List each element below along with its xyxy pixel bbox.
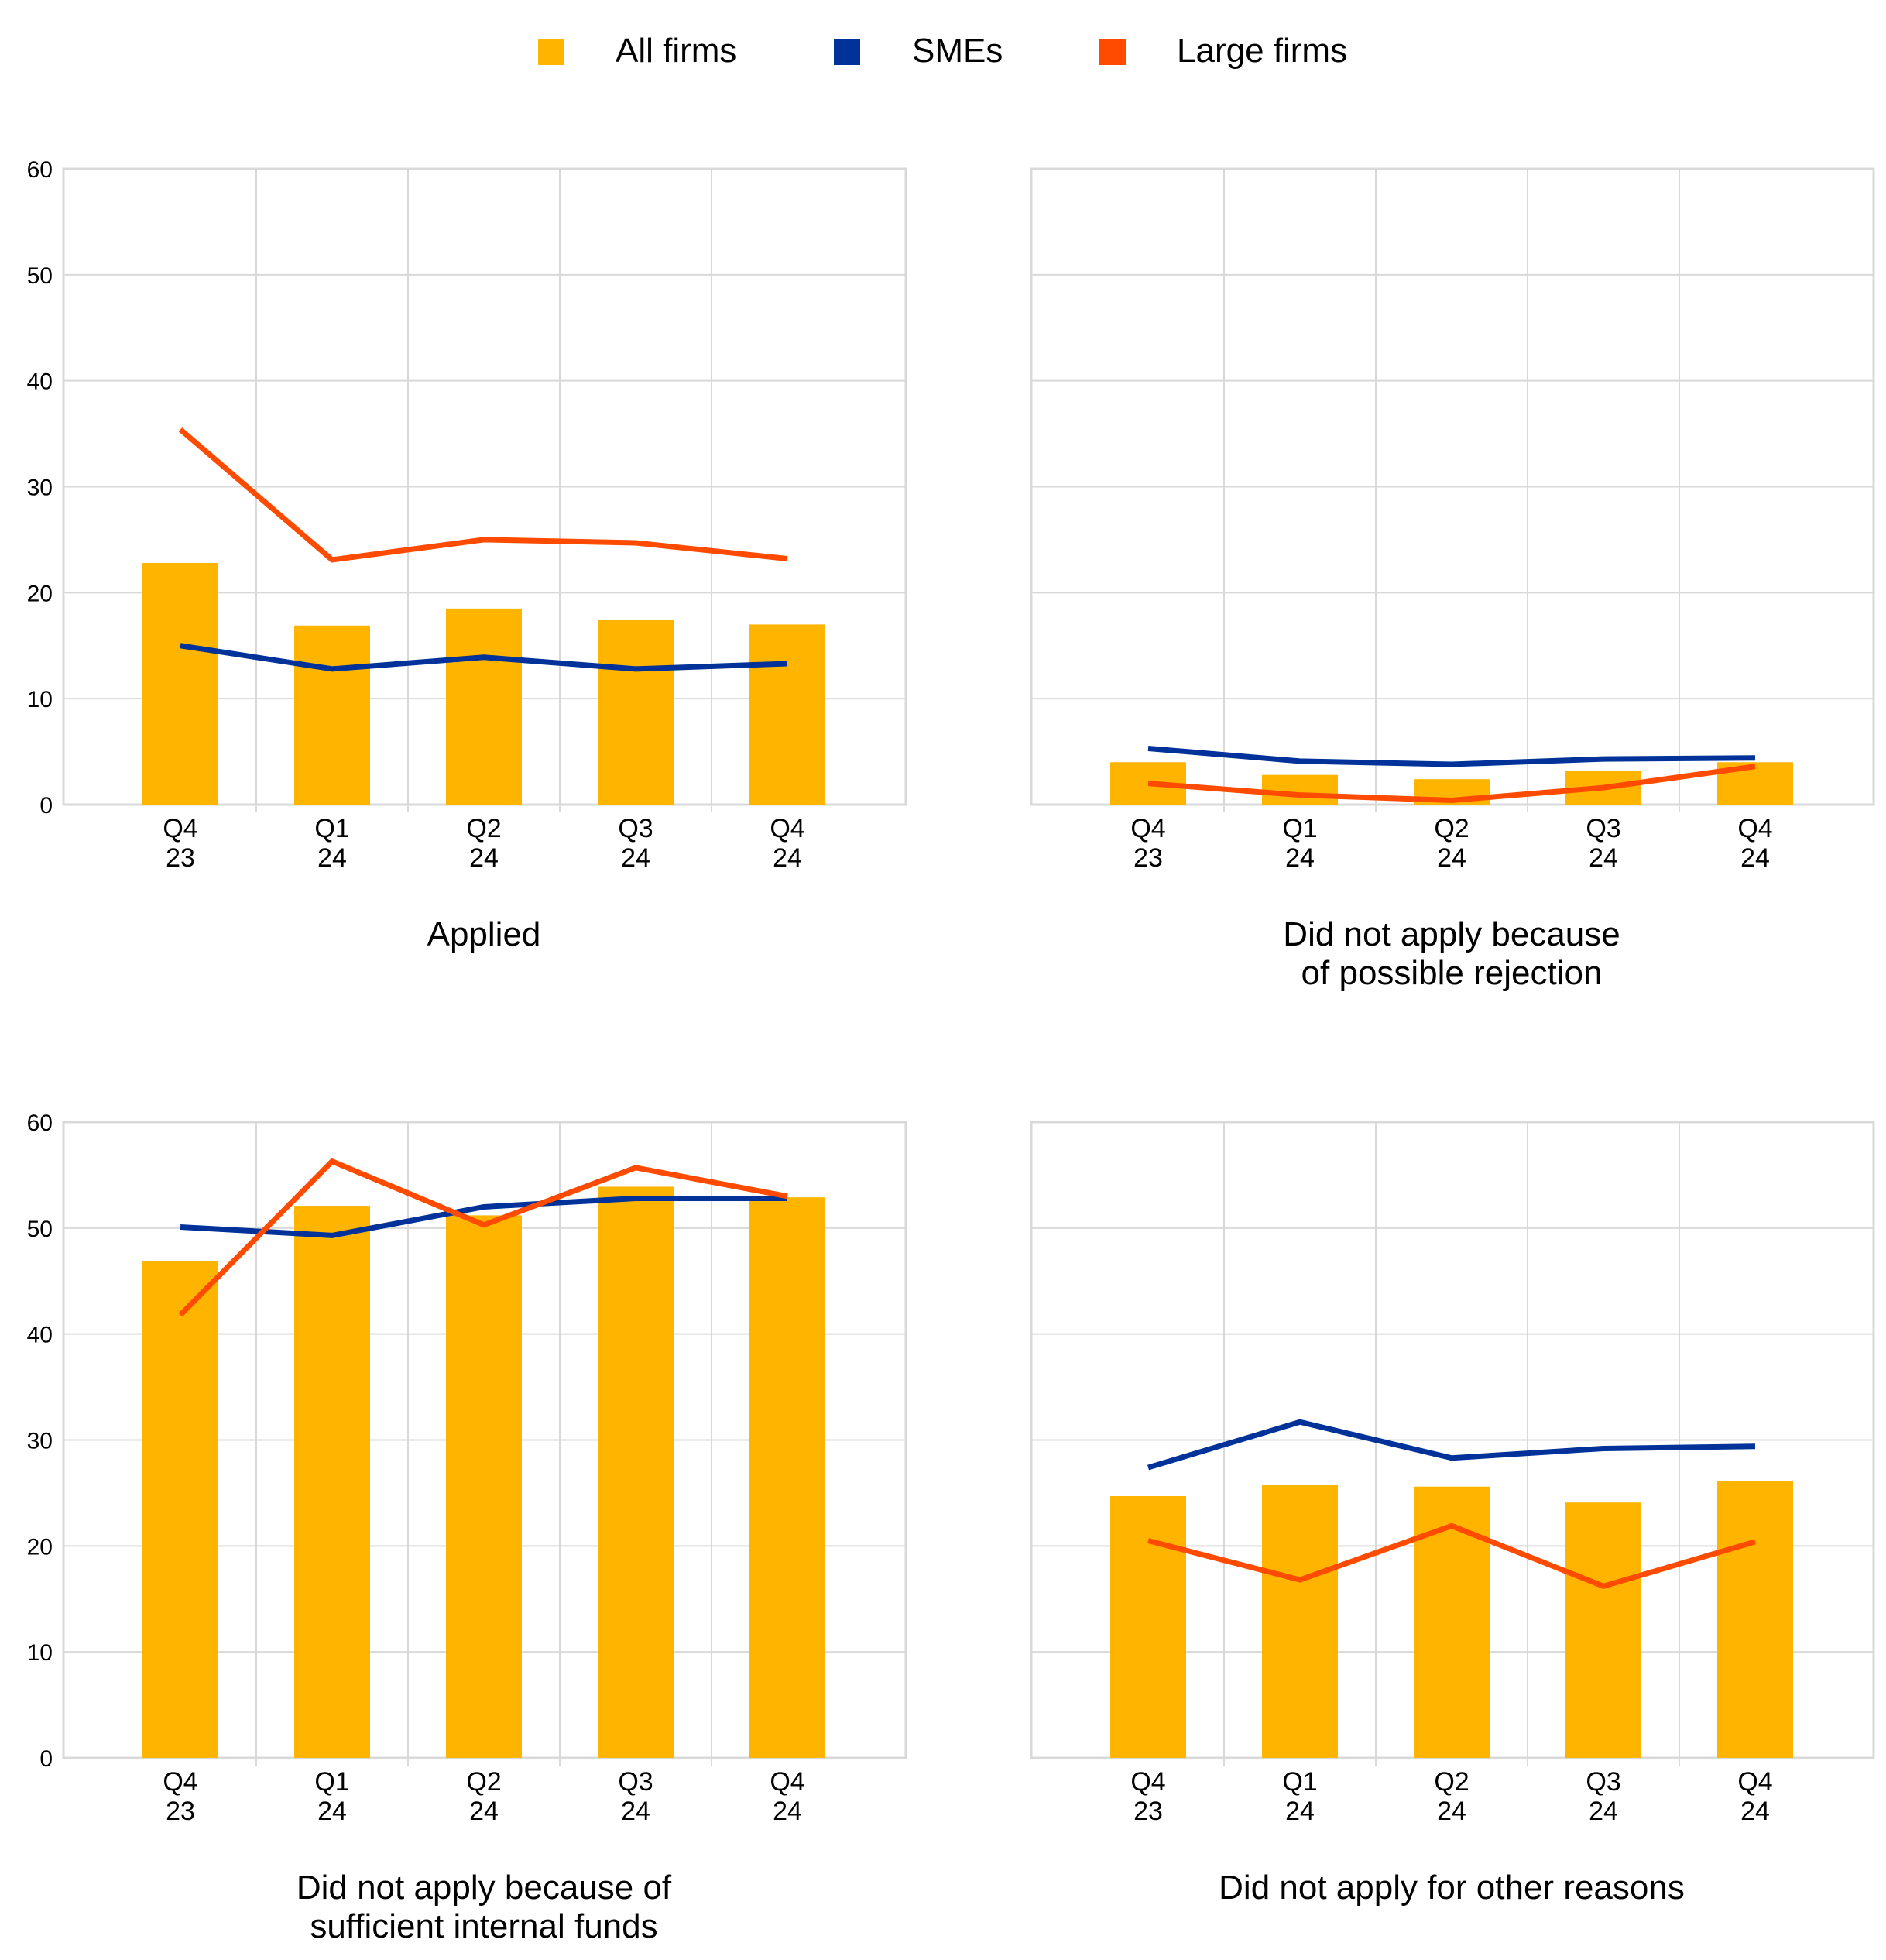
bar-all-firms	[294, 1206, 370, 1758]
bar-all-firms	[142, 563, 218, 805]
y-tick-label: 0	[39, 793, 53, 819]
panel-title-line: Did not apply because	[1283, 915, 1620, 953]
x-tick-label-quarter: Q4	[770, 1767, 804, 1797]
bar-all-firms	[749, 624, 825, 805]
x-tick-label-quarter: Q4	[163, 814, 197, 843]
y-tick-label: 30	[27, 1429, 53, 1454]
line-smes	[1147, 1419, 1756, 1471]
x-tick-label-quarter: Q2	[466, 814, 501, 843]
legend-swatch	[834, 39, 860, 65]
x-tick-label-year: 24	[1285, 843, 1315, 873]
x-tick-label-quarter: Q1	[1282, 1767, 1317, 1797]
y-tick-label: 60	[27, 1110, 53, 1136]
x-tick-label-quarter: Q3	[1586, 814, 1620, 843]
x-tick-label-year: 24	[621, 1797, 650, 1826]
legend-label: Large firms	[1177, 32, 1347, 70]
y-tick-label: 60	[27, 157, 53, 183]
panels: 0102030405060Q423Q124Q224Q324Q424Applied…	[27, 157, 1875, 1945]
y-tick-label: 20	[27, 581, 53, 606]
x-tick-label-year: 24	[469, 1797, 499, 1826]
x-tick-label-year: 24	[1589, 1797, 1618, 1826]
legend-label: SMEs	[912, 32, 1003, 70]
x-tick-label-year: 23	[1133, 843, 1163, 873]
bar-all-firms	[1110, 1496, 1186, 1758]
bar-all-firms	[446, 1215, 522, 1758]
x-tick-label-year: 24	[1437, 1797, 1466, 1826]
y-tick-label: 50	[27, 1217, 53, 1242]
bar-all-firms	[1262, 774, 1338, 805]
x-tick-label-quarter: Q4	[1737, 814, 1772, 843]
bar-all-firms	[1262, 1484, 1338, 1758]
y-tick-label: 50	[27, 263, 53, 289]
x-tick-label-year: 23	[166, 843, 195, 873]
x-tick-label-year: 24	[469, 843, 499, 873]
y-tick-label: 20	[27, 1534, 53, 1560]
panel-title-line: Did not apply for other reasons	[1219, 1869, 1685, 1907]
x-tick-label-quarter: Q4	[770, 814, 804, 843]
panel-title: Applied	[427, 915, 541, 953]
x-tick-label-quarter: Q2	[1434, 814, 1469, 843]
y-tick-label: 40	[27, 1323, 53, 1348]
bar-all-firms	[598, 620, 674, 805]
x-tick-label-quarter: Q4	[1737, 1767, 1772, 1797]
x-tick-label-quarter: Q4	[1130, 1767, 1165, 1797]
legend: All firms SMEs Large firms	[538, 32, 1347, 70]
y-tick-label: 40	[27, 369, 53, 395]
x-tick-label-year: 24	[773, 843, 802, 873]
bar-all-firms	[446, 608, 522, 805]
panel-title-line: Applied	[427, 915, 541, 953]
panel-title: Did not apply for other reasons	[1219, 1869, 1685, 1907]
x-tick-label-quarter: Q2	[1434, 1767, 1469, 1797]
x-tick-label-year: 24	[1740, 843, 1770, 873]
legend-swatch	[538, 39, 564, 65]
x-tick-label-year: 24	[773, 1797, 802, 1826]
x-tick-label-year: 24	[621, 843, 650, 873]
panel-title-line: of possible rejection	[1301, 954, 1603, 992]
x-tick-label-quarter: Q4	[163, 1767, 197, 1797]
x-tick-label-quarter: Q1	[314, 1767, 349, 1797]
x-tick-label-quarter: Q1	[314, 814, 349, 843]
x-tick-label-year: 24	[1437, 843, 1466, 873]
x-tick-label-year: 24	[1285, 1797, 1315, 1826]
y-tick-label: 10	[27, 1640, 53, 1666]
legend-item-smes: SMEs	[834, 32, 1003, 70]
panel-title-line: Did not apply because of	[297, 1869, 672, 1907]
bar-all-firms	[749, 1197, 825, 1758]
x-tick-label-quarter: Q3	[618, 814, 653, 843]
y-tick-label: 10	[27, 687, 53, 712]
legend-item-all-firms: All firms	[538, 32, 736, 70]
x-tick-label-quarter: Q2	[466, 1767, 501, 1797]
bar-all-firms	[142, 1261, 218, 1758]
panel-title: Did not apply because of sufficient inter…	[297, 1869, 672, 1945]
panel-title-line: sufficient internal funds	[310, 1907, 657, 1945]
legend-swatch	[1099, 39, 1126, 65]
bar-all-firms	[1414, 1486, 1490, 1758]
x-tick-label-year: 23	[166, 1797, 195, 1826]
x-tick-label-quarter: Q4	[1130, 814, 1165, 843]
panel-title: Did not apply because of possible rejecti…	[1283, 915, 1620, 992]
bar-all-firms	[1717, 1481, 1793, 1758]
line-smes	[1147, 745, 1756, 767]
line-large-firms	[178, 427, 788, 563]
y-tick-label: 30	[27, 475, 53, 501]
y-tick-label: 0	[39, 1746, 53, 1772]
legend-label: All firms	[616, 32, 736, 70]
x-tick-label-year: 23	[1133, 1797, 1163, 1826]
x-tick-label-year: 24	[317, 1797, 347, 1826]
bar-all-firms	[294, 625, 370, 805]
bar-all-firms	[598, 1186, 674, 1758]
x-tick-label-quarter: Q1	[1282, 814, 1317, 843]
x-tick-label-year: 24	[1589, 843, 1618, 873]
x-tick-label-quarter: Q3	[618, 1767, 653, 1797]
legend-item-large-firms: Large firms	[1099, 32, 1347, 70]
x-tick-label-quarter: Q3	[1586, 1767, 1620, 1797]
x-tick-label-year: 24	[1740, 1797, 1770, 1826]
bar-all-firms	[1565, 1502, 1641, 1758]
x-tick-label-year: 24	[317, 843, 347, 873]
